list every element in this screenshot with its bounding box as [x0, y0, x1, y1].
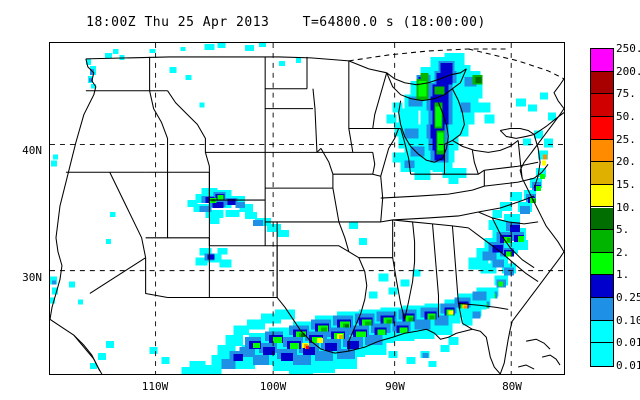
colorbar-tick-50: 50. — [616, 109, 636, 123]
colorbar-tick-250: 250. — [616, 42, 640, 55]
colorbar-tick-1: 1. — [616, 268, 630, 282]
colorbar-band-2 — [591, 252, 613, 276]
colorbar-band-5 — [591, 230, 613, 253]
colorbar-band-1 — [591, 275, 613, 299]
colorbar-tick-010: 0.10 — [616, 313, 640, 327]
colorbar-band-25 — [591, 139, 613, 163]
colorbar-tick-5: 5. — [616, 223, 630, 237]
colorbar-tick-75: 75. — [616, 87, 636, 101]
colorbar-band-010 — [591, 320, 613, 344]
colorbar-band-15 — [591, 184, 613, 208]
colorbar-tick-25: 25. — [616, 132, 636, 146]
lat-tick-40n: 40N — [22, 144, 42, 157]
colorbar-tick-200: 200. — [616, 64, 640, 78]
colorbar-band-025 — [591, 298, 613, 321]
lon-tick-110w: 110W — [141, 380, 169, 393]
lon-tick-80w: 80W — [502, 380, 522, 393]
colorbar-tick-2: 2. — [616, 245, 630, 259]
colorbar-band-10 — [591, 207, 613, 231]
map-canvas — [50, 43, 564, 374]
colorbar-tick-15: 15. — [616, 177, 636, 191]
colorbar-band-250 — [591, 49, 613, 72]
colorbar-band-20 — [591, 162, 613, 185]
map-plot-area — [49, 42, 565, 375]
colorbar-band-200 — [591, 71, 613, 95]
precipitation-field — [50, 43, 557, 374]
colorbar-band-001 — [591, 343, 613, 366]
map-boundaries — [50, 43, 564, 374]
colorbar-tick-min: 0.01 — [616, 359, 640, 372]
figure-title: 18:00Z Thu 25 Apr 2013 T=64800.0 s (18:0… — [86, 15, 486, 30]
colorbar-tick-001: 0.01 — [616, 336, 640, 350]
colorbar-tick-10: 10. — [616, 200, 636, 214]
colorbar-tick-20: 20. — [616, 155, 636, 169]
colorbar-band-75 — [591, 94, 613, 117]
lon-tick-100w: 100W — [259, 380, 287, 393]
colorbar-tick-025: 0.25 — [616, 291, 640, 305]
colorbar — [590, 48, 614, 367]
colorbar-band-50 — [591, 116, 613, 140]
lon-tick-90w: 90W — [385, 380, 405, 393]
lat-tick-30n: 30N — [22, 271, 42, 284]
